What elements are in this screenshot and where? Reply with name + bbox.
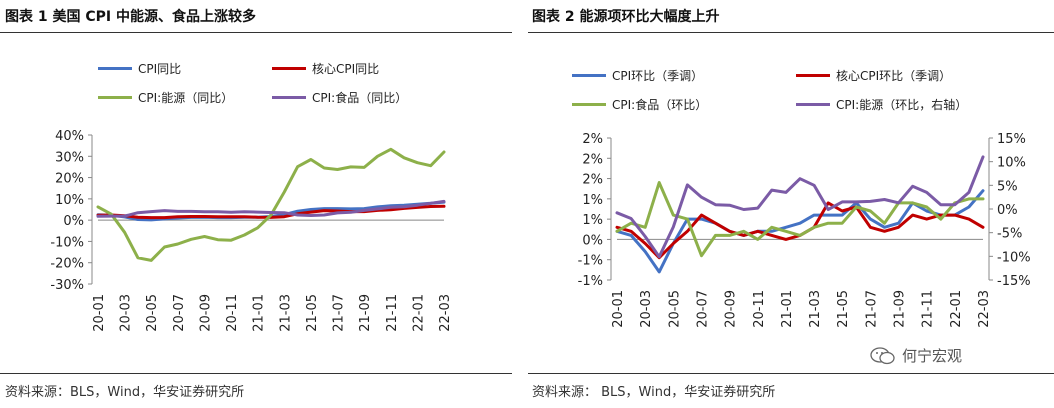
x-tick-label: 20-11 xyxy=(225,294,240,332)
x-tick-label: 22-03 xyxy=(438,294,453,332)
chart-source-1: 资料来源：BLS，Wind，华安证券研究所 xyxy=(5,385,245,400)
legend-label: 核心CPI环比（季调） xyxy=(836,69,952,83)
title-rule-1 xyxy=(0,32,512,33)
x-tick-label: 22-01 xyxy=(411,294,426,332)
x-tick-label: 20-07 xyxy=(695,290,710,328)
y-tick-label: 0% xyxy=(63,214,84,229)
legend-swatch xyxy=(796,103,830,106)
x-tick-label: 22-01 xyxy=(949,290,964,328)
y-tick-label: 2% xyxy=(582,173,603,188)
x-tick-label: 20-09 xyxy=(198,294,213,332)
legend-item-1-0: CPI同比 xyxy=(98,60,181,77)
series-line-1 xyxy=(96,204,446,220)
y-tick-label: 0% xyxy=(582,233,603,248)
x-tick-label: 20-01 xyxy=(611,290,626,328)
legend-swatch xyxy=(272,67,306,70)
legend-label: 核心CPI同比 xyxy=(312,62,380,76)
y2-tick-label: 10% xyxy=(997,156,1026,171)
y-tick-label: -10% xyxy=(50,235,84,250)
legend-swatch xyxy=(796,74,830,77)
x-tick-label: 21-09 xyxy=(893,290,908,328)
y-tick-label: -30% xyxy=(50,278,84,293)
legend-swatch xyxy=(98,96,132,99)
y2-tick-label: 0% xyxy=(997,203,1018,218)
legend-label: CPI:食品（同比） xyxy=(312,91,408,105)
x-tick-label: 20-07 xyxy=(172,294,187,332)
series-line-2 xyxy=(96,147,446,262)
y2-tick-label: -10% xyxy=(997,250,1031,265)
y-tick-label: 10% xyxy=(55,193,84,208)
legend-item-2-0: CPI环比（季调） xyxy=(572,67,703,84)
chart-title-2: 图表 2 能源项环比大幅度上升 xyxy=(532,9,720,25)
source-rule-1 xyxy=(0,373,512,374)
legend-label: CPI:能源（环比，右轴） xyxy=(836,98,968,112)
legend-label: CPI:食品（环比） xyxy=(612,98,708,112)
y-tick-label: 1% xyxy=(582,213,603,228)
x-tick-label: 21-03 xyxy=(278,294,293,332)
x-tick-label: 20-05 xyxy=(145,294,160,332)
x-tick-label: 21-07 xyxy=(332,294,347,332)
y-tick-label: -1% xyxy=(578,254,603,269)
x-tick-label: 21-03 xyxy=(808,290,823,328)
series-line-3 xyxy=(96,199,446,218)
legend-item-2-2: CPI:食品（环比） xyxy=(572,96,707,113)
x-tick-label: 20-03 xyxy=(119,294,134,332)
chart-source-2: 资料来源： BLS，Wind，华安证券研究所 xyxy=(532,385,776,400)
wechat-icon xyxy=(870,346,896,366)
x-tick-label: 21-01 xyxy=(780,290,795,328)
legend-item-1-1: 核心CPI同比 xyxy=(272,60,379,77)
y-tick-label: 2% xyxy=(582,152,603,167)
x-tick-label: 20-05 xyxy=(667,290,682,328)
series-line-3 xyxy=(615,155,985,259)
y-tick-label: 40% xyxy=(55,129,84,144)
legend-label: CPI:能源（同比） xyxy=(138,91,234,105)
y-tick-label: 30% xyxy=(55,150,84,165)
title-rule-2 xyxy=(528,32,1054,33)
legend-swatch xyxy=(272,96,306,99)
legend-swatch xyxy=(572,103,606,106)
y-tick-label: -1% xyxy=(578,274,603,289)
y2-tick-label: -15% xyxy=(997,274,1031,289)
x-tick-label: 21-05 xyxy=(305,294,320,332)
x-tick-label: 21-05 xyxy=(836,290,851,328)
y-tick-label: 1% xyxy=(582,193,603,208)
x-tick-label: 21-09 xyxy=(358,294,373,332)
x-tick-label: 21-07 xyxy=(864,290,879,328)
legend-item-2-1: 核心CPI环比（季调） xyxy=(796,67,951,84)
watermark-text: 何宁宏观 xyxy=(902,347,963,365)
legend-label: CPI同比 xyxy=(138,62,182,76)
y2-tick-label: 15% xyxy=(997,132,1026,147)
legend-swatch xyxy=(98,67,132,70)
legend-item-1-3: CPI:食品（同比） xyxy=(272,89,407,106)
y2-tick-label: -5% xyxy=(997,227,1022,242)
x-tick-label: 20-01 xyxy=(92,294,107,332)
y2-tick-label: 5% xyxy=(997,179,1018,194)
x-tick-label: 20-09 xyxy=(724,290,739,328)
y-tick-label: 2% xyxy=(582,132,603,147)
legend-label: CPI环比（季调） xyxy=(612,69,704,83)
source-rule-2 xyxy=(528,373,1054,374)
legend-item-1-2: CPI:能源（同比） xyxy=(98,89,233,106)
legend-item-2-3: CPI:能源（环比，右轴） xyxy=(796,96,967,113)
y-tick-label: 20% xyxy=(55,172,84,187)
x-tick-label: 21-01 xyxy=(252,294,267,332)
chart-title-1: 图表 1 美国 CPI 中能源、食品上涨较多 xyxy=(5,9,256,25)
watermark: 何宁宏观 xyxy=(870,345,962,366)
x-tick-label: 20-11 xyxy=(752,290,767,328)
x-tick-label: 22-03 xyxy=(977,290,992,328)
legend-swatch xyxy=(572,74,606,77)
y-tick-label: -20% xyxy=(50,257,84,272)
x-tick-label: 21-11 xyxy=(921,290,936,328)
chart-svg-1: -30% -20% -10% 0% 10% 20% 30% 40% 20-01 20-03 20-0… xyxy=(50,129,453,332)
x-tick-label: 21-11 xyxy=(385,294,400,332)
x-tick-label: 20-03 xyxy=(639,290,654,328)
series-line-0 xyxy=(615,189,985,274)
